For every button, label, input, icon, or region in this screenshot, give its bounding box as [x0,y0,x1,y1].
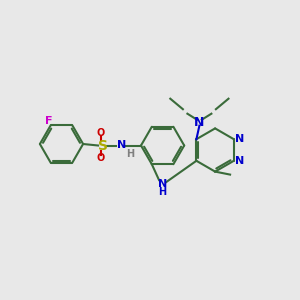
Text: H: H [126,149,134,159]
Text: H: H [158,187,167,197]
Text: N: N [158,178,167,189]
Text: N: N [235,134,244,144]
Text: O: O [97,153,105,163]
Text: N: N [235,156,244,166]
Text: F: F [45,116,52,126]
Text: O: O [97,128,105,138]
Text: S: S [98,139,108,152]
Text: N: N [118,140,127,151]
Text: N: N [194,116,205,129]
